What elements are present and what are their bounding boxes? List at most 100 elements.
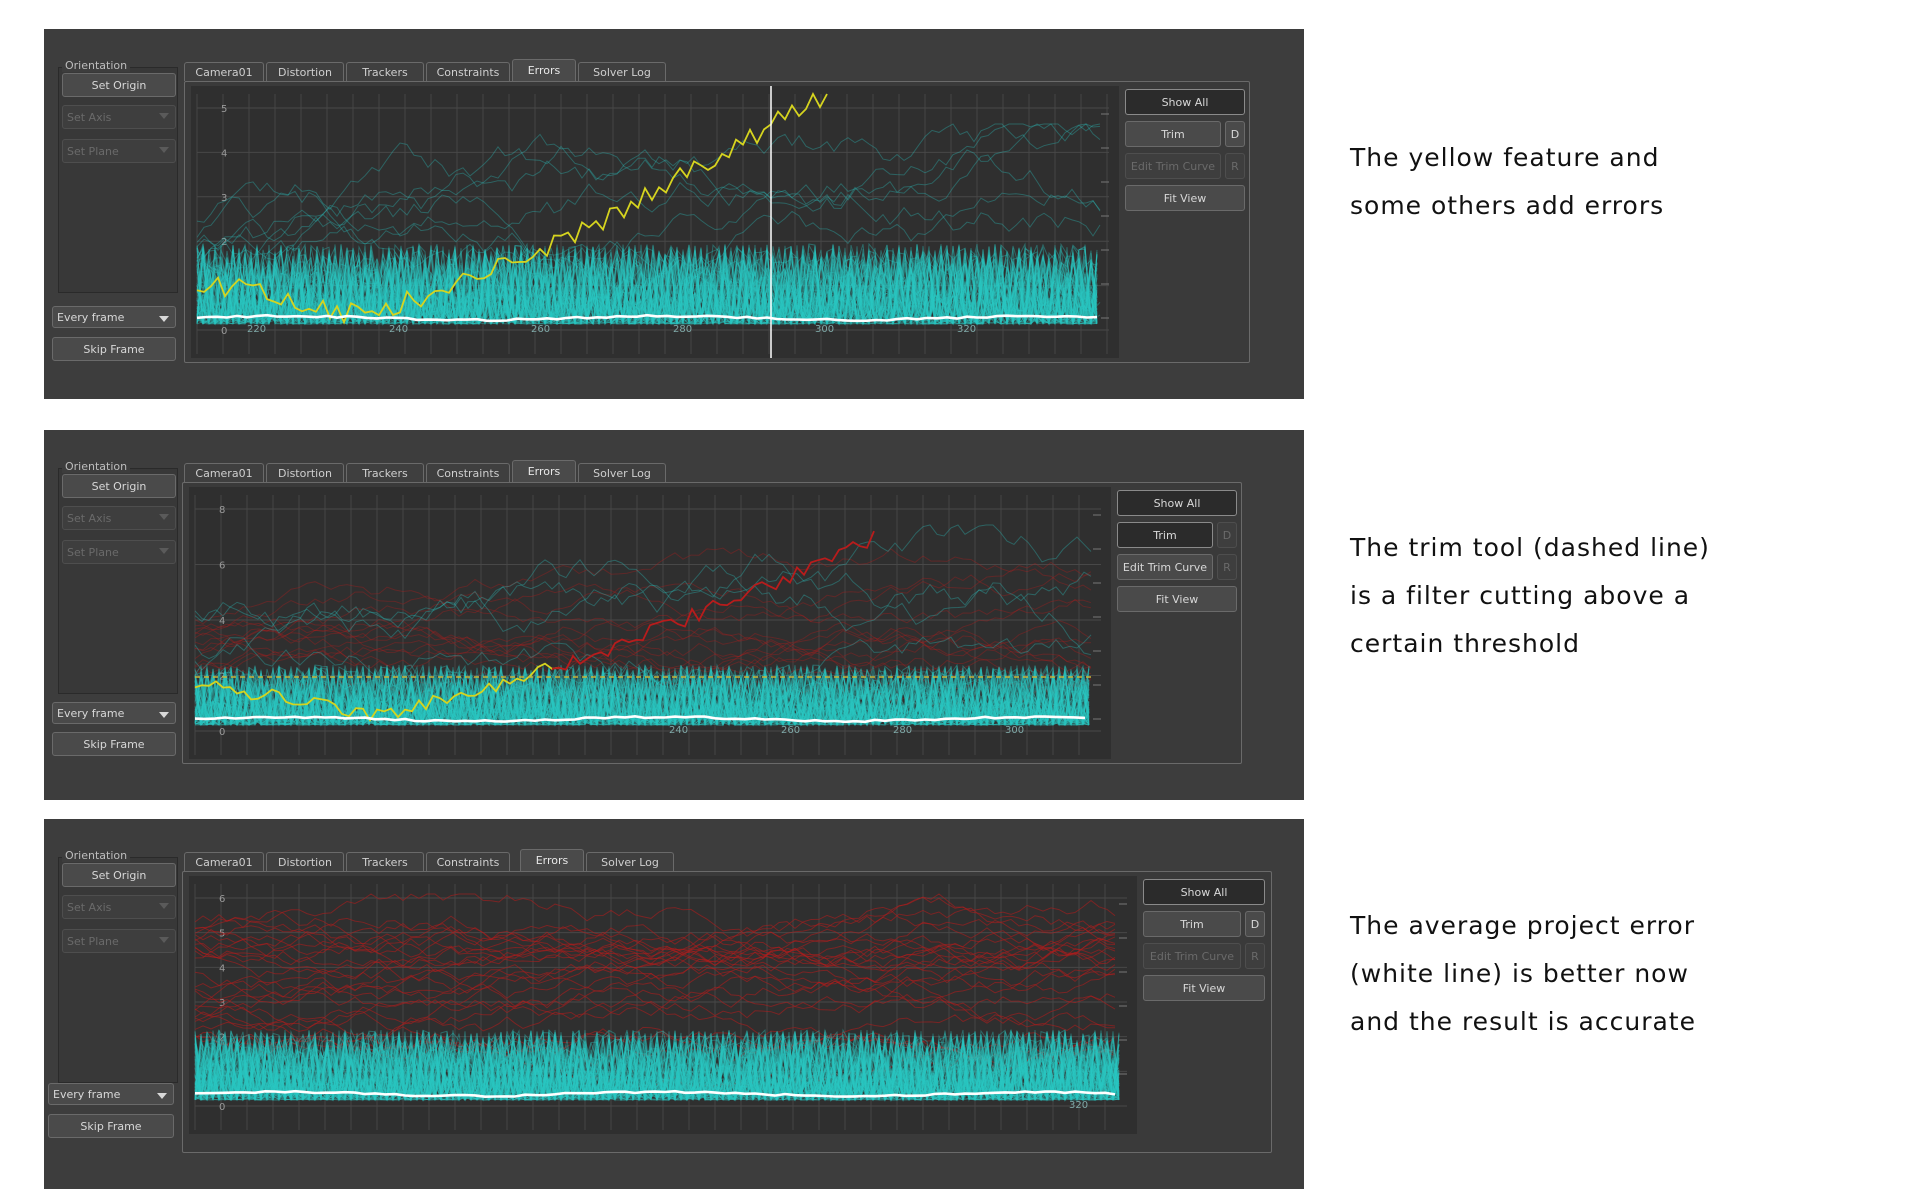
tab-camera01[interactable]: Camera01 <box>184 463 264 482</box>
tab-trackers[interactable]: Trackers <box>346 463 424 482</box>
reset-button[interactable]: R <box>1217 554 1237 580</box>
tracker-error-line <box>194 1029 1120 1102</box>
set-origin-button[interactable]: Set Origin <box>62 73 176 97</box>
tab-errors[interactable]: Errors <box>512 460 576 482</box>
caption-line: The trim tool (dashed line) <box>1350 533 1710 562</box>
tab-distortion[interactable]: Distortion <box>266 62 344 81</box>
set-plane-label: Set Plane <box>67 144 119 158</box>
tracker-error-line <box>194 666 1090 727</box>
tracker-error-line <box>194 665 1090 727</box>
tracker-error-line <box>196 244 1098 326</box>
set-axis-dropdown[interactable]: Set Axis <box>62 895 176 919</box>
tab-constraints[interactable]: Constraints <box>426 463 510 482</box>
edit-trim-curve-button[interactable]: Edit Trim Curve <box>1117 554 1213 580</box>
chevron-down-icon <box>159 514 169 520</box>
tab-errors[interactable]: Errors <box>512 59 576 81</box>
tab-constraints[interactable]: Constraints <box>426 62 510 81</box>
fit-view-button[interactable]: Fit View <box>1143 975 1265 1001</box>
trim-button[interactable]: Trim <box>1143 911 1241 937</box>
tracker-error-line <box>196 244 1098 326</box>
show-all-button[interactable]: Show All <box>1143 879 1265 905</box>
tab-trackers[interactable]: Trackers <box>346 852 424 871</box>
tracker-error-line <box>194 1032 1120 1102</box>
trim-button[interactable]: Trim <box>1117 522 1213 548</box>
show-all-button[interactable]: Show All <box>1125 89 1245 115</box>
tracker-error-line <box>194 1030 1120 1102</box>
tracker-error-line <box>196 242 1098 326</box>
tracker-error-line <box>194 1030 1120 1102</box>
frame-select-dropdown[interactable]: Every frame <box>48 1083 174 1105</box>
set-plane-dropdown[interactable]: Set Plane <box>62 139 176 163</box>
tracker-error-line <box>196 246 1098 326</box>
tracker-error-line <box>196 249 1098 326</box>
delete-button[interactable]: D <box>1217 522 1237 548</box>
tracker-error-line <box>194 1029 1120 1102</box>
tracker-error-line <box>194 1033 1120 1102</box>
tab-constraints[interactable]: Constraints <box>426 852 510 871</box>
reset-button[interactable]: R <box>1245 943 1265 969</box>
trim-button[interactable]: Trim <box>1125 121 1221 147</box>
tab-distortion[interactable]: Distortion <box>266 463 344 482</box>
tracker-error-line <box>194 665 1090 727</box>
set-axis-dropdown[interactable]: Set Axis <box>62 105 176 129</box>
set-axis-label: Set Axis <box>67 900 112 914</box>
tracker-error-line <box>196 244 1098 326</box>
skip-frame-button[interactable]: Skip Frame <box>52 732 176 756</box>
delete-button[interactable]: D <box>1225 121 1245 147</box>
tracker-error-line <box>196 245 1098 326</box>
fit-view-button[interactable]: Fit View <box>1117 586 1237 612</box>
tracker-error-line <box>196 245 1098 326</box>
trimmed-tracker-line <box>194 619 1092 668</box>
tracker-error-line <box>194 559 1092 632</box>
tab-camera01[interactable]: Camera01 <box>184 62 264 81</box>
tracker-error-line <box>194 664 1089 727</box>
delete-button[interactable]: D <box>1245 911 1265 937</box>
tab-trackers[interactable]: Trackers <box>346 62 424 81</box>
tracker-error-line <box>194 666 1090 727</box>
tracker-error-line <box>194 1029 1120 1102</box>
tracker-error-line <box>194 1028 1120 1102</box>
tracker-error-line <box>196 244 1098 326</box>
tracker-error-line <box>196 244 1098 326</box>
set-origin-button[interactable]: Set Origin <box>62 474 176 498</box>
graph-background <box>191 86 1119 358</box>
orientation-label: Orientation <box>62 849 131 862</box>
tracker-error-line <box>196 154 1101 251</box>
x-tick-label: 320 <box>957 324 976 335</box>
tracker-error-line <box>194 1030 1120 1102</box>
frame-select-dropdown[interactable]: Every frame <box>52 702 176 724</box>
tracker-error-line <box>194 1031 1120 1102</box>
tab-solver-log[interactable]: Solver Log <box>578 463 666 482</box>
tab-solver-log[interactable]: Solver Log <box>586 852 674 871</box>
set-plane-dropdown[interactable]: Set Plane <box>62 540 176 564</box>
set-plane-dropdown[interactable]: Set Plane <box>62 929 176 953</box>
tab-solver-log[interactable]: Solver Log <box>578 62 666 81</box>
tracker-error-line <box>194 664 1090 727</box>
reset-button[interactable]: R <box>1225 153 1245 179</box>
tracker-error-line <box>196 181 1101 261</box>
tab-camera01[interactable]: Camera01 <box>184 852 264 871</box>
trimmed-tracker-line <box>194 930 1116 980</box>
error-graph[interactable]: 86420240260280300320 <box>189 487 1111 759</box>
tracker-error-line <box>194 664 1090 727</box>
set-origin-button[interactable]: Set Origin <box>62 863 176 887</box>
skip-frame-button[interactable]: Skip Frame <box>52 337 176 361</box>
error-graph[interactable]: 5 4 3 2 1 0 220 240 260 280 300 320 <box>191 86 1119 358</box>
average-error-line <box>196 313 1098 323</box>
frame-select-dropdown[interactable]: Every frame <box>52 306 176 328</box>
tab-errors[interactable]: Errors <box>520 849 584 871</box>
show-all-button[interactable]: Show All <box>1117 490 1237 516</box>
chevron-down-icon <box>157 1093 167 1099</box>
set-axis-dropdown[interactable]: Set Axis <box>62 506 176 530</box>
fit-view-button[interactable]: Fit View <box>1125 185 1245 211</box>
tracker-error-line <box>194 1031 1120 1102</box>
edit-trim-curve-button[interactable]: Edit Trim Curve <box>1143 943 1241 969</box>
tracker-error-line <box>194 665 1090 727</box>
skip-frame-button[interactable]: Skip Frame <box>48 1114 174 1138</box>
edit-trim-curve-button[interactable]: Edit Trim Curve <box>1125 153 1221 179</box>
tab-distortion[interactable]: Distortion <box>266 852 344 871</box>
tracker-error-line <box>196 246 1098 326</box>
errors-view: 6 5 4 3 2 1 0 320 Show All Trim D Edit Trim Cur… <box>182 871 1272 1153</box>
tracker-error-line <box>196 242 1098 326</box>
